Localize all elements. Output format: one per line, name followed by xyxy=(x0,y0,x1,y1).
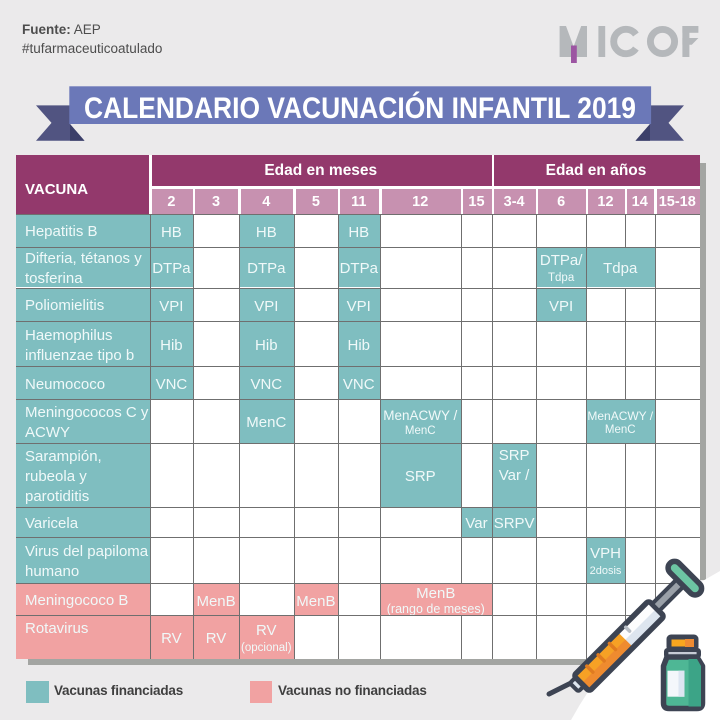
svg-text:CALENDARIO VACUNACIÓN INFANTIL: CALENDARIO VACUNACIÓN INFANTIL 2019 xyxy=(84,91,636,125)
